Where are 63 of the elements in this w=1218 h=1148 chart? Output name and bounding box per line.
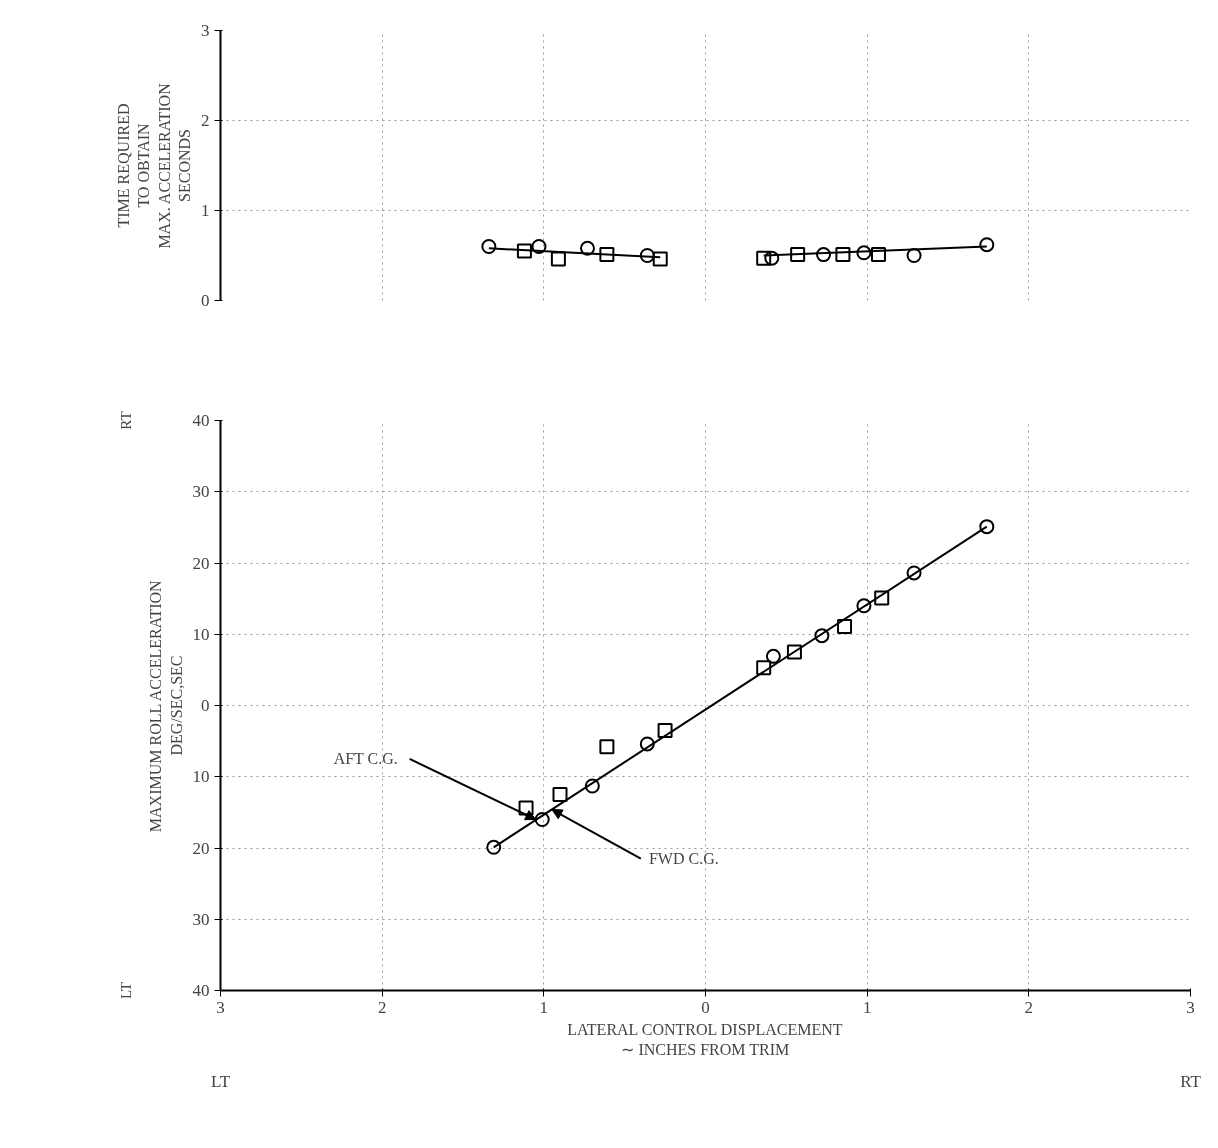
point (979, 237, 995, 253)
point (579, 240, 595, 256)
point (552, 787, 568, 803)
point (657, 722, 673, 738)
y-tick-label: 20 (192, 553, 210, 573)
text: RT (117, 411, 134, 430)
y-tick-label: 3 (201, 21, 210, 40)
point (639, 248, 655, 263)
point (652, 251, 668, 267)
point (639, 736, 655, 752)
point (764, 250, 780, 266)
y-tick-label: 30 (192, 482, 210, 502)
point (599, 739, 615, 755)
point (486, 839, 502, 855)
point (481, 239, 497, 254)
point (856, 245, 872, 261)
y-tick-label: 20 (192, 838, 210, 858)
y-axis-title: TIME REQUIRED TO OBTAIN MAX. ACCELERATION SECONDS (114, 82, 193, 249)
text: LT (117, 982, 134, 999)
point (816, 247, 832, 263)
x-tick-label: 2 (1024, 997, 1034, 1017)
y-tick-label: 1 (201, 201, 210, 220)
point (874, 590, 890, 606)
point (786, 644, 802, 660)
y-axis-title: MAXIMUM ROLL ACCELERATION DEG/SEC,SEC (147, 579, 185, 833)
text: LT (210, 1071, 231, 1091)
y-tick-label: 0 (201, 291, 210, 310)
x-tick-label: 2 (377, 997, 387, 1017)
point (979, 519, 995, 535)
annotation: FWD C.G. (648, 850, 719, 868)
y-tick-label: 30 (192, 909, 210, 929)
x-tick-label: 3 (216, 997, 225, 1017)
point (516, 243, 532, 259)
point (835, 247, 851, 263)
point (814, 628, 830, 644)
x-tick-label: 0 (701, 997, 710, 1017)
point (906, 248, 922, 263)
point (856, 598, 872, 614)
y-tick-label: 40 (192, 411, 210, 430)
point (870, 247, 886, 263)
y-tick-label: 0 (201, 696, 210, 715)
point (599, 247, 615, 263)
x-tick-label: 1 (539, 997, 549, 1017)
y-tick-label: 2 (201, 111, 210, 130)
point (531, 239, 547, 254)
point (756, 250, 772, 266)
y-tick-label: 10 (192, 624, 210, 644)
point (534, 812, 550, 827)
text: RT (1180, 1071, 1202, 1091)
x-tick-label: 3 (1186, 997, 1195, 1017)
point (518, 800, 534, 816)
y-tick-label: 40 (192, 981, 210, 1000)
y-tick-label: 10 (192, 767, 210, 787)
point (837, 618, 853, 634)
point (765, 648, 781, 664)
x-tick-label: 1 (862, 997, 872, 1017)
point (756, 660, 772, 676)
point (550, 251, 566, 267)
point (906, 565, 922, 581)
point (790, 247, 806, 263)
point (584, 778, 600, 794)
x-axis-title: LATERAL CONTROL DISPLACEMENT ∼ INCHES FROM TRIM (567, 1020, 843, 1058)
annotation: AFT C.G. (333, 750, 398, 768)
